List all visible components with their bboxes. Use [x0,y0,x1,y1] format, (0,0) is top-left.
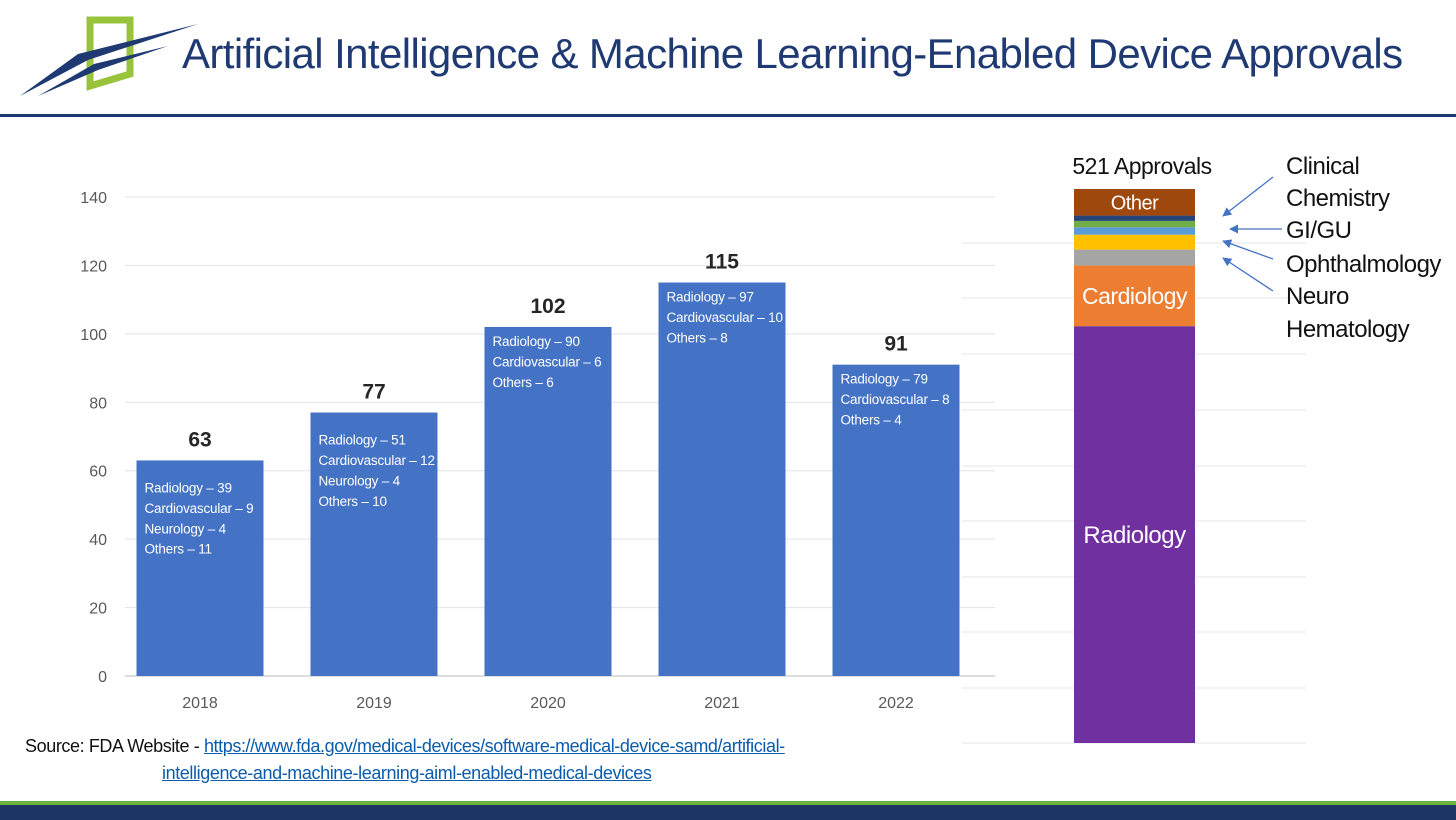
stack-segment [1074,265,1195,327]
annotation-arrow [1222,239,1274,260]
stack-segment [1074,189,1195,216]
x-tick-label: 2020 [530,695,566,712]
breakdown-line: Radiology – 79 [841,372,928,387]
y-tick-label: 100 [80,327,107,344]
footer-bar [0,805,1456,820]
x-tick-label: 2019 [356,695,392,712]
bar-value-label: 63 [188,428,211,451]
breakdown-line: Others – 8 [667,330,728,345]
annotation-label: Hematology [1286,316,1410,343]
stack-segment [1074,215,1195,221]
bar-value-label: 115 [705,251,739,274]
x-tick-label: 2022 [878,695,914,712]
bar-breakdown: Radiology – 97 Cardiovascular – 10 Others … [667,290,783,346]
bar-value-label: 91 [884,333,908,356]
breakdown-line: Others – 11 [145,542,212,557]
annotation-label: GI/GU [1286,217,1352,244]
annotation-label: Clinical [1286,153,1359,180]
bar [658,282,786,676]
breakdown-line: Radiology – 90 [493,334,580,349]
breakdown-line: Others – 10 [319,494,387,509]
bar [832,364,960,676]
x-tick-label: 2021 [704,695,740,712]
x-tick-label: 2018 [182,695,218,712]
bar-breakdown: Radiology – 51 Cardiovascular – 12 Neurolo… [319,433,435,509]
bar-breakdown: Radiology – 79 Cardiovascular – 8 Others –… [841,372,950,428]
bar [136,460,264,676]
stack-total-label: 521 Approvals [1072,153,1211,179]
y-tick-label: 20 [89,601,107,618]
y-tick-label: 60 [89,464,107,481]
annotation-label: Chemistry [1286,185,1390,212]
segment-label: Radiology [1083,522,1186,549]
breakdown-line: Cardiovascular – 6 [493,354,602,369]
breakdown-line: Cardiovascular – 10 [667,310,783,325]
source-link-line1[interactable]: https://www.fda.gov/medical-devices/soft… [203,736,785,756]
page-title: Artificial Intelligence & Machine Learni… [182,30,1403,77]
stack-segment [1074,234,1195,250]
stack-segment [1074,249,1195,266]
breakdown-line: Others – 6 [493,375,554,390]
source-prefix: Source: FDA Website - [25,736,204,756]
breakdown-line: Cardiovascular – 8 [841,392,950,407]
bar-value-label: 102 [530,295,565,318]
breakdown-line: Cardiovascular – 9 [145,501,254,516]
y-tick-label: 0 [98,669,107,686]
annotation-arrow [1222,257,1274,292]
breakdown-line: Neurology – 4 [145,521,227,536]
source-link-line2[interactable]: intelligence-and-machine-learning-aiml-e… [162,763,652,783]
breakdown-line: Others – 4 [841,412,903,427]
swoosh-logo-icon [20,16,198,96]
bar-breakdown: Radiology – 39 Cardiovascular – 9 Neurolog… [145,480,254,556]
breakdown-line: Radiology – 97 [667,290,754,305]
footer-accent-bar [0,801,1456,805]
breakdown-line: Radiology – 39 [145,480,232,495]
annotation-arrow [1222,176,1274,217]
bar [484,327,612,676]
breakdown-line: Neurology – 4 [319,473,401,488]
annotation-label: Ophthalmology [1286,251,1441,278]
annotation-label: Neuro [1286,283,1349,310]
stack-segment [1074,326,1195,743]
bar-value-label: 77 [362,381,385,404]
stack-segment [1074,227,1195,235]
y-tick-label: 40 [89,532,107,549]
bar-breakdown: Radiology – 90 Cardiovascular – 6 Others –… [493,334,602,390]
breakdown-line: Cardiovascular – 12 [319,453,435,468]
segment-label: Cardiology [1082,283,1188,309]
y-tick-label: 80 [89,395,107,412]
stack-segment [1074,220,1195,228]
bar [310,412,438,676]
title-divider [0,114,1456,117]
source-note: Source: FDA Website - https://www.fda.go… [25,733,785,787]
y-tick-label: 120 [80,258,107,275]
y-tick-label: 140 [80,190,107,207]
breakdown-line: Radiology – 51 [319,433,406,448]
segment-label: Other [1111,192,1159,214]
